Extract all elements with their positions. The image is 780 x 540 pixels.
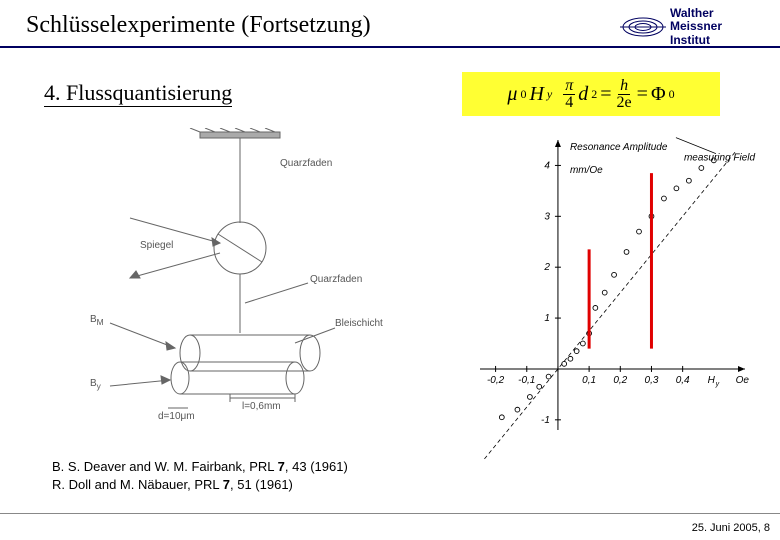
eq-eq2: = — [637, 83, 648, 106]
label-by: By — [90, 378, 101, 391]
reference-2: R. Doll and M. Näbauer, PRL 7, 51 (1961) — [52, 476, 348, 494]
svg-text:Oe: Oe — [736, 375, 750, 386]
svg-text:0,1: 0,1 — [582, 375, 596, 386]
slide-header: Schlüsselexperimente (Fortsetzung) Walth… — [0, 0, 780, 52]
label-quarzfaden-top: Quarzfaden — [280, 158, 332, 169]
svg-text:-0,1: -0,1 — [518, 375, 535, 386]
eq-H: H — [529, 83, 543, 106]
svg-text:0,2: 0,2 — [613, 375, 627, 386]
svg-text:H: H — [708, 375, 716, 386]
svg-text:Resonance Amplitude: Resonance Amplitude — [570, 142, 668, 153]
eq-eq1: = — [600, 83, 611, 106]
svg-text:1: 1 — [544, 313, 550, 324]
references: B. S. Deaver and W. M. Fairbank, PRL 7, … — [52, 458, 348, 493]
eq-mu-sub: 0 — [520, 87, 526, 102]
eq-d: d — [578, 83, 588, 106]
footer-rule — [0, 513, 780, 514]
logo-swirl-icon — [620, 7, 666, 47]
plot-svg: -0,2 -0,1 0,1 0,2 0,3 0,4 -1 1 2 3 4 Resonance Ampl… — [430, 120, 760, 460]
svg-text:mm/Oe: mm/Oe — [570, 165, 603, 176]
logo-line2: Meissner — [670, 20, 722, 33]
svg-text:0,3: 0,3 — [645, 375, 659, 386]
logo-line3: Institut — [670, 34, 722, 47]
svg-text:0,4: 0,4 — [676, 375, 690, 386]
eq-pi-over-4: π 4 — [563, 78, 575, 111]
eq-phi: Φ — [651, 83, 666, 106]
svg-text:4: 4 — [544, 160, 550, 171]
logo-text: Walther Meissner Institut — [670, 7, 722, 47]
reference-1: B. S. Deaver and W. M. Fairbank, PRL 7, … — [52, 458, 348, 476]
label-spiegel: Spiegel — [140, 240, 173, 251]
label-bleischicht: Bleischicht — [335, 318, 383, 329]
label-diameter: d=10μm — [158, 411, 195, 422]
label-bm: BM — [90, 314, 104, 327]
eq-d-sq: 2 — [591, 87, 597, 102]
eq-H-sub: y — [547, 87, 552, 102]
footer-text: 25. Juni 2005, 8 — [692, 522, 770, 534]
flux-quantum-equation: μ0 Hy π 4 d2 = h 2e = Φ0 — [462, 72, 720, 116]
svg-text:y: y — [715, 381, 720, 388]
header-rule — [0, 46, 780, 48]
svg-text:-0,2: -0,2 — [487, 375, 505, 386]
eq-h-over-2e: h 2e — [615, 78, 634, 111]
label-length: l=0,6mm — [242, 401, 281, 412]
label-quarzfaden-side: Quarzfaden — [310, 274, 362, 285]
svg-text:3: 3 — [544, 211, 550, 222]
apparatus-diagram: Quarzfaden Spiegel Quarzfaden BM Bleisch… — [70, 128, 410, 438]
subsection-heading: 4. Flussquantisierung — [44, 80, 232, 107]
eq-mu: μ — [507, 83, 517, 106]
svg-text:measuring Field: measuring Field — [684, 152, 756, 163]
wmi-logo: Walther Meissner Institut — [620, 4, 770, 50]
flux-quantization-plot: -0,2 -0,1 0,1 0,2 0,3 0,4 -1 1 2 3 4 Resonance Ampl… — [430, 120, 760, 460]
eq-phi-sub: 0 — [669, 87, 675, 102]
svg-text:2: 2 — [543, 262, 550, 273]
svg-text:-1: -1 — [541, 415, 550, 426]
